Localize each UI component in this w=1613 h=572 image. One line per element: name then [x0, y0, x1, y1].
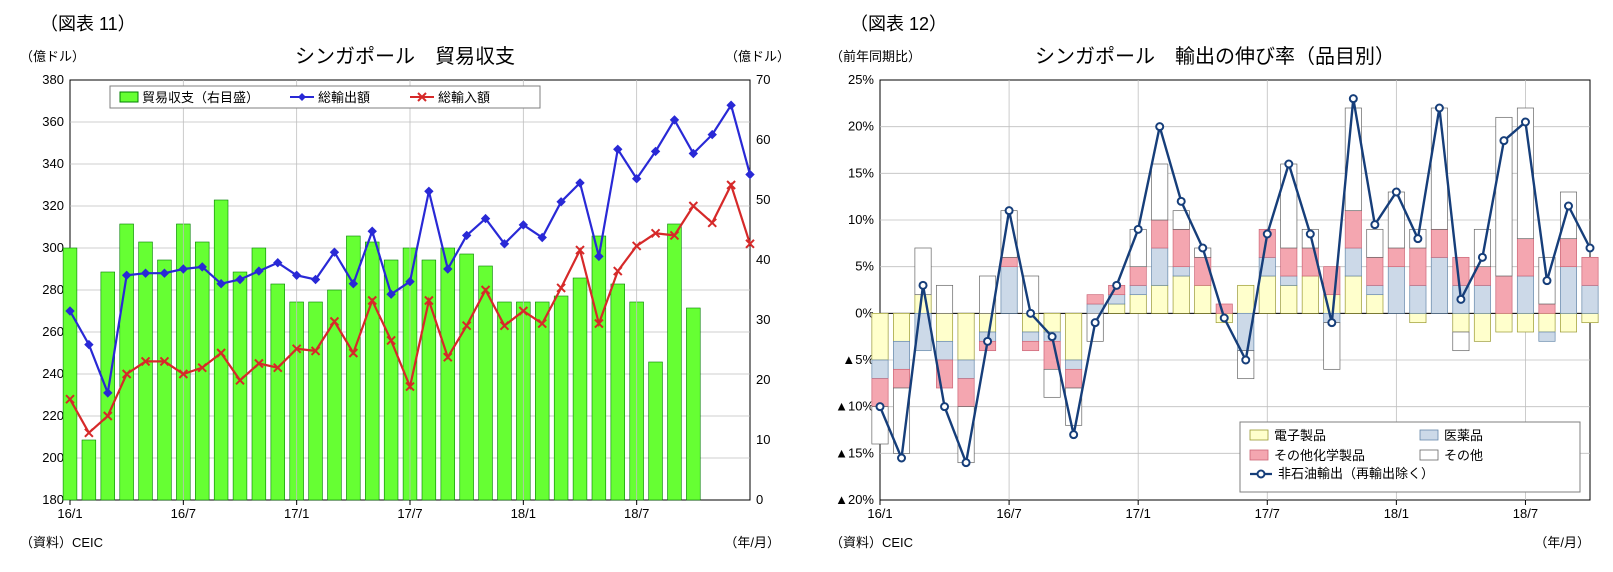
chart-12-number: （図表 12） — [850, 10, 1610, 36]
svg-text:総輸出額: 総輸出額 — [318, 90, 370, 105]
svg-text:380: 380 — [42, 72, 64, 87]
chart-11-plot: 180 200 220 240 260 280 300 320 340 360 380 0 10 20 30… — [10, 70, 800, 530]
svg-text:5%: 5% — [855, 259, 874, 274]
svg-text:16/1: 16/1 — [867, 506, 892, 521]
chart-11-source: （資料）CEIC — [20, 532, 103, 551]
svg-text:電子製品: 電子製品 — [1274, 428, 1326, 443]
svg-text:10%: 10% — [848, 212, 874, 227]
svg-text:18/1: 18/1 — [511, 506, 536, 521]
chart-12-title: シンガポール 輸出の伸び率（品目別） — [820, 40, 1610, 69]
chart-11-x-unit: （年/月） — [724, 532, 780, 551]
chart-12-source: （資料）CEIC — [830, 532, 913, 551]
chart-12-plot: ▲20%▲15%▲10%▲5%0%5%10%15%20%25%16/116/71… — [820, 70, 1610, 530]
svg-text:200: 200 — [42, 450, 64, 465]
svg-text:20: 20 — [756, 372, 770, 387]
svg-text:非石油輸出（再輸出除く）: 非石油輸出（再輸出除く） — [1278, 466, 1434, 481]
svg-text:17/1: 17/1 — [284, 506, 309, 521]
svg-text:260: 260 — [42, 324, 64, 339]
svg-text:その他化学製品: その他化学製品 — [1274, 448, 1365, 463]
svg-text:17/7: 17/7 — [397, 506, 422, 521]
svg-text:220: 220 — [42, 408, 64, 423]
svg-text:総輸入額: 総輸入額 — [438, 90, 490, 105]
svg-text:360: 360 — [42, 114, 64, 129]
svg-text:20%: 20% — [848, 119, 874, 134]
svg-text:医薬品: 医薬品 — [1444, 428, 1483, 443]
svg-text:▲20%: ▲20% — [835, 492, 874, 507]
svg-text:▲15%: ▲15% — [835, 445, 874, 460]
svg-text:300: 300 — [42, 240, 64, 255]
chart-12-panel: （図表 12） （前年同期比） シンガポール 輸出の伸び率（品目別） ▲20%▲… — [820, 10, 1610, 551]
chart-11-number: （図表 11） — [40, 10, 800, 36]
svg-text:▲5%: ▲5% — [842, 352, 874, 367]
chart-11-right-axis-label: （億ドル） — [725, 46, 790, 65]
svg-text:15%: 15% — [848, 165, 874, 180]
svg-text:0: 0 — [756, 492, 763, 507]
svg-text:18/7: 18/7 — [1513, 506, 1538, 521]
svg-text:17/7: 17/7 — [1255, 506, 1280, 521]
svg-text:16/7: 16/7 — [171, 506, 196, 521]
svg-text:60: 60 — [756, 132, 770, 147]
svg-text:貿易収支（右目盛）: 貿易収支（右目盛） — [142, 90, 259, 105]
svg-text:▲10%: ▲10% — [835, 399, 874, 414]
svg-text:10: 10 — [756, 432, 770, 447]
svg-text:280: 280 — [42, 282, 64, 297]
chart-11-title: シンガポール 貿易収支 — [10, 40, 800, 69]
svg-text:16/1: 16/1 — [57, 506, 82, 521]
chart-12-x-unit: （年/月） — [1534, 532, 1590, 551]
svg-text:17/1: 17/1 — [1126, 506, 1151, 521]
svg-text:50: 50 — [756, 192, 770, 207]
svg-text:340: 340 — [42, 156, 64, 171]
svg-text:40: 40 — [756, 252, 770, 267]
svg-text:25%: 25% — [848, 72, 874, 87]
svg-text:18/1: 18/1 — [1384, 506, 1409, 521]
svg-text:30: 30 — [756, 312, 770, 327]
svg-text:16/7: 16/7 — [996, 506, 1021, 521]
svg-text:240: 240 — [42, 366, 64, 381]
svg-text:320: 320 — [42, 198, 64, 213]
chart-11-panel: （図表 11） （億ドル） シンガポール 貿易収支 （億ドル） 18020022… — [10, 10, 800, 551]
charts-container: （図表 11） （億ドル） シンガポール 貿易収支 （億ドル） 18020022… — [10, 10, 1603, 551]
svg-text:その他: その他 — [1444, 448, 1483, 463]
svg-text:180: 180 — [42, 492, 64, 507]
svg-text:70: 70 — [756, 72, 770, 87]
svg-text:18/7: 18/7 — [624, 506, 649, 521]
